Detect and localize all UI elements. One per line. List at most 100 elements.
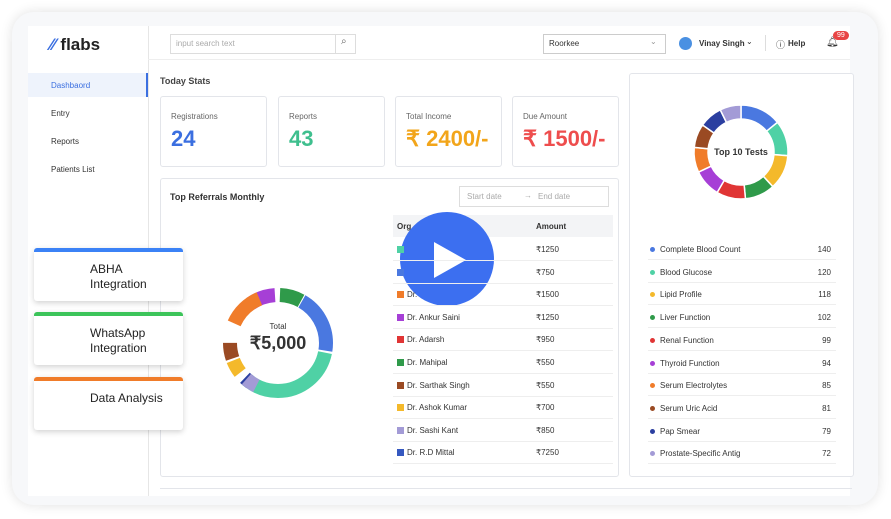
feature-title: WhatsApp Integration [90,326,147,355]
donut-segment [719,104,742,124]
amount: ₹850 [536,425,555,435]
test-count: 85 [822,381,831,391]
test-count: 140 [817,245,831,254]
nav-item[interactable]: Dashbaord [51,81,91,90]
legend-dot [650,247,655,252]
bell[interactable]: 🔔︎ [826,37,839,48]
help-icon: ⓘ [776,40,786,50]
stat-value: ₹ 2400/- [406,126,489,151]
amount: ₹750 [536,267,555,277]
user-name[interactable]: Vinay Singh [699,39,745,48]
stat-card [278,96,385,167]
active-bar [146,73,148,97]
row-line [648,281,836,283]
row-line [648,304,836,306]
stat-card [395,96,502,167]
row-swatch [397,426,404,434]
bottom-card-edge [160,488,852,489]
donut-segment [223,288,333,398]
test-count: 118 [818,290,831,300]
amount: ₹7250 [536,448,559,458]
brand: flabs [60,35,101,54]
end-date: End date [538,192,571,201]
row-line [648,463,836,465]
row-line [393,373,613,374]
legend-dot [650,383,655,389]
row-line [648,259,836,260]
stat-value: 24 [171,126,196,151]
test-name: Renal Function [660,335,714,345]
test-count: 120 [817,267,831,277]
stat-value: 43 [289,126,314,151]
test-count: 94 [822,358,831,368]
test-name: Pap Smear [660,426,701,436]
nav-item[interactable]: Reports [51,137,80,146]
date-range[interactable] [459,186,609,207]
legend-dot [650,360,655,366]
column-header: Amount [536,222,567,231]
chevron: ⌄ [650,37,657,46]
row-line [648,327,836,329]
doctor-name: Dr. Adarsh [407,335,445,345]
search-sep [335,34,336,54]
row-line [648,417,836,419]
row-line [393,327,613,329]
doctor-name: Dr. Mahipal [407,358,448,367]
help[interactable]: Help [788,39,806,48]
test-name: Thyroid Function [660,358,720,368]
row-line [393,418,613,420]
nav-item[interactable]: Entry [51,109,70,118]
row-swatch [397,404,404,412]
row-line [648,395,836,397]
row-swatch [397,449,404,457]
total-label: Total [269,322,287,331]
doctor-name: Dr. Ashok Kumar [407,403,468,413]
row-swatch [397,246,404,253]
row-line [393,395,613,397]
test-name: Serum Uric Acid [660,403,718,413]
test-name: Serum Electrolytes [660,381,728,391]
row-line [393,282,613,284]
legend-dot [650,337,655,343]
search-icon[interactable]: ⌕ [341,36,347,47]
row-line [393,260,613,261]
amount: ₹700 [536,403,555,413]
tests-card [629,73,854,477]
stat-card [160,96,267,167]
legend-dot [650,428,655,434]
feature-card[interactable] [34,312,183,365]
amount: ₹1500 [536,290,559,300]
column-header: Org [397,222,412,231]
search-box[interactable] [170,34,356,54]
location: Roorkee [549,39,580,48]
nav-item[interactable]: Patients List [51,165,95,174]
donut-title: Top 10 Tests [714,147,768,157]
feature-card[interactable] [34,377,183,430]
arrow: → [524,191,532,200]
amount: ₹550 [536,358,555,367]
row-swatch [397,268,404,276]
row-swatch [397,313,404,321]
test-count: 102 [817,313,831,323]
feature-card[interactable] [34,248,183,301]
row-line [648,372,836,374]
test-count: 99 [822,335,831,345]
row-swatch [397,381,404,389]
test-name: Liver Function [660,313,711,323]
avatar[interactable] [679,37,692,50]
topbar-divider [148,59,850,60]
location-select[interactable] [543,34,666,54]
test-count: 72 [822,449,831,459]
chevron: ⌄ [746,37,753,46]
stat-value: ₹ 1500/- [523,126,606,151]
row-line [648,440,836,442]
total-value: ₹5,000 [249,333,307,353]
start-date: Start date [467,192,502,201]
row-line [393,440,613,442]
amount: ₹1250 [536,312,559,322]
doctor-name: Dr. Sashi Kant [407,425,459,435]
amount: ₹1250 [536,245,559,254]
test-name: Complete Blood Count [660,245,741,254]
stat-label: Registrations [171,112,218,121]
feature-title: Data Analysis [90,391,163,405]
